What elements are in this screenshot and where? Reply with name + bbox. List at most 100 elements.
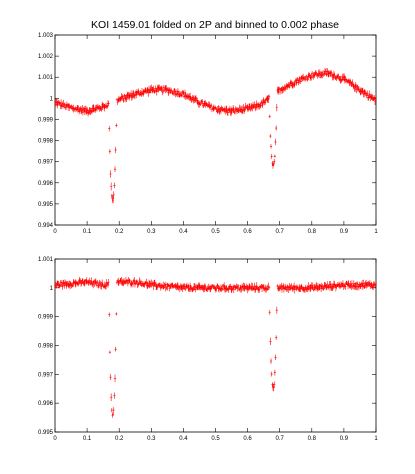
data-point bbox=[287, 285, 290, 294]
data-point bbox=[226, 109, 230, 116]
data-point bbox=[275, 104, 278, 112]
data-point bbox=[109, 170, 112, 178]
data-point bbox=[137, 89, 140, 95]
data-point bbox=[199, 102, 202, 106]
data-point bbox=[81, 278, 85, 284]
data-point bbox=[162, 89, 165, 94]
data-point bbox=[267, 282, 270, 290]
data-point bbox=[268, 286, 271, 290]
data-point bbox=[223, 108, 226, 114]
data-point bbox=[290, 283, 293, 289]
data-point bbox=[99, 280, 102, 286]
data-point bbox=[92, 280, 95, 289]
data-point bbox=[131, 280, 135, 288]
data-point bbox=[77, 280, 80, 287]
data-point bbox=[270, 371, 273, 377]
data-point bbox=[112, 407, 115, 413]
x-tick-label: 0.8 bbox=[308, 229, 317, 235]
data-point bbox=[113, 166, 117, 172]
data-point bbox=[128, 278, 131, 283]
data-point bbox=[238, 104, 241, 112]
data-point bbox=[101, 279, 104, 287]
x-tick-label: 0.4 bbox=[179, 436, 188, 442]
data-point bbox=[60, 280, 63, 285]
y-tick-label: 1.001 bbox=[38, 257, 54, 263]
data-point bbox=[129, 90, 133, 97]
data-point bbox=[237, 284, 240, 288]
data-point bbox=[321, 70, 325, 75]
data-point bbox=[58, 283, 61, 289]
data-point bbox=[165, 286, 168, 291]
data-point bbox=[74, 280, 77, 288]
x-tick-label: 0.4 bbox=[179, 229, 188, 235]
data-point bbox=[101, 283, 104, 287]
y-tick-label: 0.999 bbox=[38, 315, 54, 321]
data-point bbox=[80, 108, 83, 115]
data-point bbox=[350, 280, 354, 287]
data-point bbox=[88, 277, 91, 284]
data-point bbox=[344, 282, 347, 290]
data-point bbox=[97, 283, 101, 288]
data-point bbox=[174, 90, 177, 98]
y-tick-label: 1.001 bbox=[38, 75, 54, 81]
data-point bbox=[293, 81, 296, 87]
data-point bbox=[109, 374, 112, 381]
data-point bbox=[63, 282, 66, 289]
data-point bbox=[108, 149, 111, 154]
data-point bbox=[114, 346, 117, 352]
data-point bbox=[155, 87, 158, 96]
data-point bbox=[168, 87, 171, 92]
x-tick-label: 0.2 bbox=[115, 436, 124, 442]
data-point bbox=[280, 282, 283, 289]
data-point bbox=[232, 286, 235, 294]
data-point bbox=[220, 286, 223, 292]
data-point bbox=[269, 134, 272, 138]
y-tick-label: 0.994 bbox=[38, 223, 54, 229]
data-point bbox=[236, 284, 239, 292]
data-point bbox=[107, 278, 110, 286]
data-point bbox=[66, 281, 69, 286]
data-point bbox=[274, 138, 277, 146]
data-point bbox=[273, 369, 276, 376]
data-point bbox=[112, 196, 115, 204]
data-point bbox=[355, 86, 358, 94]
x-tick-label: 1 bbox=[374, 436, 378, 442]
data-point bbox=[140, 88, 144, 96]
data-point bbox=[307, 282, 310, 290]
data-point bbox=[258, 285, 261, 293]
data-point bbox=[329, 280, 332, 288]
x-tick-label: 0 bbox=[53, 229, 57, 235]
bottom-panel: 0 0.1 0.2 0.3 0.4 0.5 0.6 0.7 0.8 0.9 1 0.995 0.996 0… bbox=[38, 257, 378, 442]
data-point bbox=[201, 99, 204, 105]
data-point bbox=[194, 283, 198, 289]
data-point bbox=[112, 191, 115, 199]
data-point bbox=[219, 107, 223, 114]
data-point bbox=[215, 285, 218, 292]
data-point bbox=[169, 285, 172, 289]
data-point bbox=[110, 408, 113, 413]
data-point bbox=[274, 354, 277, 361]
data-point bbox=[223, 106, 226, 111]
y-tick-label: 0.999 bbox=[38, 117, 54, 123]
data-point bbox=[320, 285, 323, 292]
data-point bbox=[96, 279, 99, 285]
data-point bbox=[347, 280, 350, 287]
chart-title: KOI 1459.01 folded on 2P and binned to 0… bbox=[91, 19, 339, 31]
data-point bbox=[273, 158, 276, 165]
data-point bbox=[374, 282, 377, 287]
x-tick-label: 0.5 bbox=[211, 229, 220, 235]
data-point bbox=[160, 85, 163, 91]
y-tick-label: 0.995 bbox=[38, 430, 54, 436]
data-point bbox=[188, 287, 191, 292]
top-panel: 0 0.1 0.2 0.3 0.4 0.5 0.6 0.7 0.8 0.9 1 0.994 0.995 0… bbox=[38, 33, 378, 235]
data-point bbox=[362, 279, 365, 288]
data-point bbox=[333, 72, 336, 78]
data-point bbox=[221, 287, 224, 291]
data-point bbox=[180, 94, 183, 98]
y-tick-label: 1 bbox=[50, 96, 54, 102]
data-point bbox=[288, 82, 291, 89]
data-point bbox=[264, 99, 267, 105]
y-tick-label: 0.997 bbox=[38, 160, 54, 166]
x-tick-label: 0 bbox=[53, 436, 57, 442]
data-point bbox=[253, 282, 256, 290]
